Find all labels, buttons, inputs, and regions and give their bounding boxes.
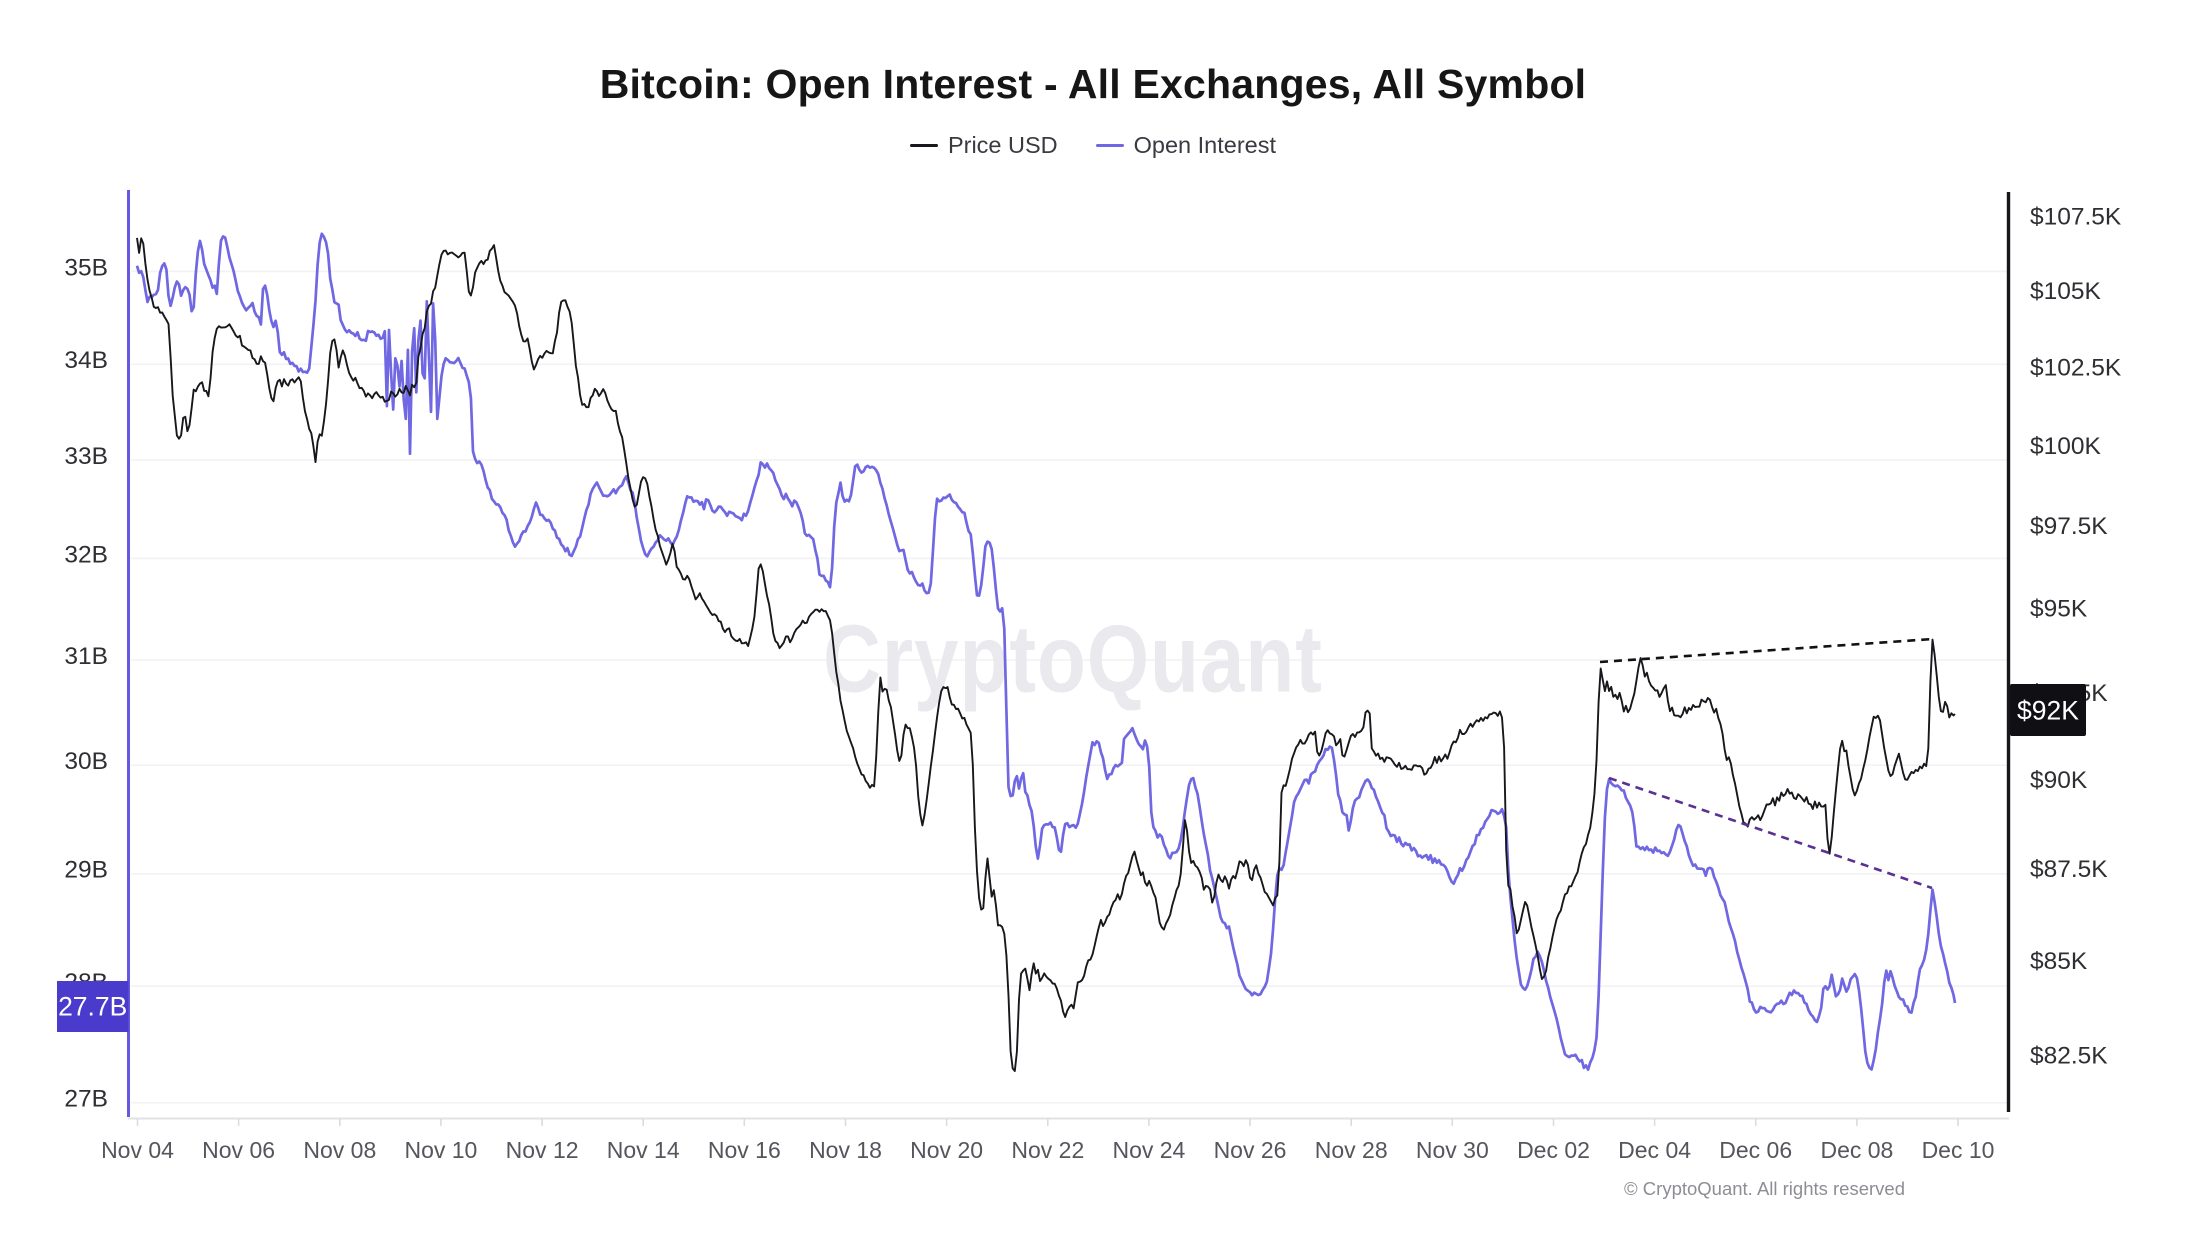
svg-text:Nov 16: Nov 16 xyxy=(708,1137,781,1163)
svg-text:Nov 22: Nov 22 xyxy=(1011,1137,1084,1163)
svg-text:Nov 30: Nov 30 xyxy=(1416,1137,1489,1163)
svg-text:33B: 33B xyxy=(64,443,108,470)
svg-text:$95K: $95K xyxy=(2030,595,2088,622)
svg-text:29B: 29B xyxy=(64,857,108,884)
svg-text:Nov 28: Nov 28 xyxy=(1315,1137,1388,1163)
svg-text:Nov 04: Nov 04 xyxy=(101,1137,174,1163)
svg-text:35B: 35B xyxy=(64,254,108,281)
svg-text:$92K: $92K xyxy=(2017,696,2079,726)
svg-text:$85K: $85K xyxy=(2030,948,2088,975)
svg-text:$100K: $100K xyxy=(2030,433,2102,460)
svg-text:$107.5K: $107.5K xyxy=(2030,204,2122,231)
svg-text:Dec 08: Dec 08 xyxy=(1820,1137,1893,1163)
svg-text:Nov 20: Nov 20 xyxy=(910,1137,983,1163)
svg-text:Dec 10: Dec 10 xyxy=(1922,1137,1995,1163)
svg-text:CryptoQuant: CryptoQuant xyxy=(823,605,1323,713)
svg-text:Nov 14: Nov 14 xyxy=(607,1137,680,1163)
svg-text:Nov 26: Nov 26 xyxy=(1214,1137,1287,1163)
svg-text:30B: 30B xyxy=(64,748,108,775)
svg-text:Nov 24: Nov 24 xyxy=(1112,1137,1185,1163)
svg-text:$97.5K: $97.5K xyxy=(2030,513,2108,540)
svg-text:Nov 08: Nov 08 xyxy=(303,1137,376,1163)
svg-text:© CryptoQuant. All rights rese: © CryptoQuant. All rights reserved xyxy=(1624,1178,1905,1199)
svg-text:$105K: $105K xyxy=(2030,278,2102,305)
svg-text:Nov 06: Nov 06 xyxy=(202,1137,275,1163)
svg-text:27B: 27B xyxy=(64,1086,108,1113)
svg-text:Nov 18: Nov 18 xyxy=(809,1137,882,1163)
svg-text:27.7B: 27.7B xyxy=(58,992,127,1022)
svg-text:31B: 31B xyxy=(64,643,108,670)
svg-text:Nov 12: Nov 12 xyxy=(506,1137,579,1163)
svg-text:Dec 02: Dec 02 xyxy=(1517,1137,1590,1163)
svg-text:34B: 34B xyxy=(64,347,108,374)
svg-text:Nov 10: Nov 10 xyxy=(404,1137,477,1163)
svg-text:$87.5K: $87.5K xyxy=(2030,856,2108,883)
svg-text:Dec 04: Dec 04 xyxy=(1618,1137,1691,1163)
svg-text:$90K: $90K xyxy=(2030,767,2088,794)
svg-text:32B: 32B xyxy=(64,541,108,568)
svg-text:$82.5K: $82.5K xyxy=(2030,1043,2108,1070)
svg-text:$102.5K: $102.5K xyxy=(2030,355,2122,382)
svg-text:Dec 06: Dec 06 xyxy=(1719,1137,1792,1163)
